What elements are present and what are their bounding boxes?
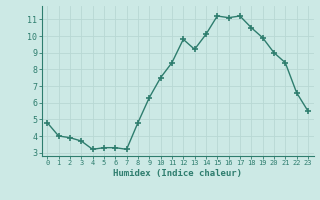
X-axis label: Humidex (Indice chaleur): Humidex (Indice chaleur) xyxy=(113,169,242,178)
